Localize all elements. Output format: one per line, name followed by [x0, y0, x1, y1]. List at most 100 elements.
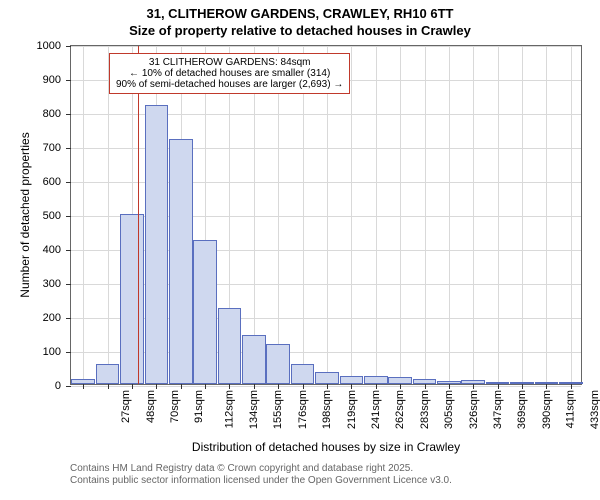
- histogram-bar: [315, 372, 339, 384]
- grid-line-vertical: [546, 46, 547, 384]
- y-tick-label: 200: [43, 312, 71, 324]
- x-tick: [254, 384, 255, 389]
- grid-line-vertical: [278, 46, 279, 384]
- x-tick: [400, 384, 401, 389]
- histogram-bar: [535, 382, 559, 384]
- annotation-line-1: 31 CLITHEROW GARDENS: 84sqm: [116, 57, 343, 68]
- x-tick: [181, 384, 182, 389]
- histogram-bar: [461, 380, 485, 384]
- grid-line-vertical: [425, 46, 426, 384]
- x-tick-label: 70sqm: [169, 390, 181, 423]
- histogram-bar: [145, 105, 169, 384]
- x-tick: [205, 384, 206, 389]
- x-tick: [522, 384, 523, 389]
- histogram-bar: [169, 139, 193, 384]
- grid-line-vertical: [254, 46, 255, 384]
- x-tick: [108, 384, 109, 389]
- x-tick: [546, 384, 547, 389]
- grid-line-vertical: [522, 46, 523, 384]
- x-tick-label: 262sqm: [395, 390, 407, 429]
- x-tick-label: 48sqm: [145, 390, 157, 423]
- x-tick-label: 411sqm: [564, 390, 576, 428]
- x-tick-label: 134sqm: [248, 390, 260, 429]
- histogram-bar: [242, 335, 266, 384]
- y-tick-label: 300: [43, 278, 71, 290]
- y-tick-label: 100: [43, 346, 71, 358]
- histogram-bar: [413, 379, 437, 384]
- histogram-bar: [120, 214, 144, 384]
- y-tick-label: 600: [43, 176, 71, 188]
- y-tick-label: 900: [43, 74, 71, 86]
- histogram-bar: [193, 240, 217, 385]
- x-axis-title: Distribution of detached houses by size …: [192, 440, 460, 454]
- x-tick: [571, 384, 572, 389]
- x-tick-label: 283sqm: [419, 390, 431, 429]
- histogram-bar: [291, 364, 315, 384]
- histogram-bar: [340, 376, 364, 385]
- x-tick: [303, 384, 304, 389]
- grid-line-vertical: [83, 46, 84, 384]
- x-tick-label: 326sqm: [468, 390, 480, 429]
- x-tick-label: 176sqm: [297, 390, 309, 429]
- grid-line-vertical: [473, 46, 474, 384]
- x-tick-label: 155sqm: [273, 390, 285, 429]
- x-tick-label: 433sqm: [590, 390, 600, 429]
- grid-line-horizontal: [71, 386, 581, 387]
- x-tick: [327, 384, 328, 389]
- x-tick-label: 198sqm: [321, 390, 333, 429]
- x-tick-label: 347sqm: [492, 390, 504, 429]
- x-tick-label: 305sqm: [443, 390, 455, 429]
- y-tick-label: 0: [55, 380, 71, 392]
- x-tick: [449, 384, 450, 389]
- y-tick-label: 500: [43, 210, 71, 222]
- footer-line2: Contains public sector information licen…: [70, 475, 452, 486]
- x-tick: [278, 384, 279, 389]
- histogram-bar: [71, 379, 95, 384]
- x-tick: [498, 384, 499, 389]
- chart-title-line2: Size of property relative to detached ho…: [0, 23, 600, 38]
- x-tick: [473, 384, 474, 389]
- x-tick: [83, 384, 84, 389]
- histogram-bar: [266, 344, 290, 384]
- x-tick-label: 91sqm: [193, 390, 205, 423]
- grid-line-vertical: [376, 46, 377, 384]
- annotation-box: 31 CLITHEROW GARDENS: 84sqm← 10% of deta…: [109, 53, 350, 94]
- y-tick-label: 1000: [37, 40, 71, 52]
- footer-line1: Contains HM Land Registry data © Crown c…: [70, 463, 413, 474]
- histogram-bar: [510, 382, 534, 384]
- grid-line-vertical: [327, 46, 328, 384]
- y-axis-title: Number of detached properties: [18, 132, 32, 297]
- x-tick-label: 219sqm: [346, 390, 358, 429]
- histogram-bar: [437, 381, 461, 384]
- grid-line-horizontal: [71, 46, 581, 47]
- x-tick: [425, 384, 426, 389]
- chart-container: 31, CLITHEROW GARDENS, CRAWLEY, RH10 6TT…: [0, 0, 600, 500]
- histogram-bar: [559, 382, 583, 384]
- x-tick-label: 241sqm: [370, 390, 382, 429]
- x-tick-label: 369sqm: [516, 390, 528, 429]
- property-marker-line: [138, 46, 139, 384]
- grid-line-vertical: [303, 46, 304, 384]
- grid-line-vertical: [108, 46, 109, 384]
- histogram-bar: [486, 382, 510, 384]
- x-tick: [132, 384, 133, 389]
- x-tick-label: 390sqm: [541, 390, 553, 429]
- x-tick-label: 112sqm: [223, 390, 235, 428]
- grid-line-vertical: [449, 46, 450, 384]
- plot-area: 0100200300400500600700800900100027sqm48s…: [70, 45, 582, 385]
- x-tick: [351, 384, 352, 389]
- histogram-bar: [218, 308, 242, 385]
- x-tick: [229, 384, 230, 389]
- histogram-bar: [96, 364, 120, 384]
- y-tick-label: 400: [43, 244, 71, 256]
- grid-line-vertical: [400, 46, 401, 384]
- annotation-line-3: 90% of semi-detached houses are larger (…: [116, 79, 343, 90]
- annotation-line-2: ← 10% of detached houses are smaller (31…: [116, 68, 343, 79]
- histogram-bar: [364, 376, 388, 385]
- histogram-bar: [388, 377, 412, 384]
- chart-title-line1: 31, CLITHEROW GARDENS, CRAWLEY, RH10 6TT: [0, 6, 600, 21]
- grid-line-vertical: [498, 46, 499, 384]
- x-tick-label: 27sqm: [120, 390, 132, 423]
- x-tick: [156, 384, 157, 389]
- y-tick-label: 800: [43, 108, 71, 120]
